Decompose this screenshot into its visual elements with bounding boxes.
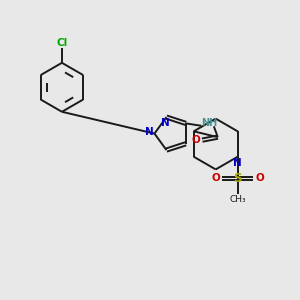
Text: CH₃: CH₃: [230, 195, 246, 204]
Text: O: O: [255, 172, 264, 183]
Text: N: N: [233, 158, 242, 168]
Text: O: O: [192, 135, 201, 145]
Text: Cl: Cl: [56, 38, 68, 48]
Text: O: O: [211, 172, 220, 183]
Text: S: S: [233, 172, 242, 185]
Text: NH: NH: [202, 118, 218, 128]
Text: N: N: [160, 118, 169, 128]
Text: N: N: [145, 127, 154, 137]
